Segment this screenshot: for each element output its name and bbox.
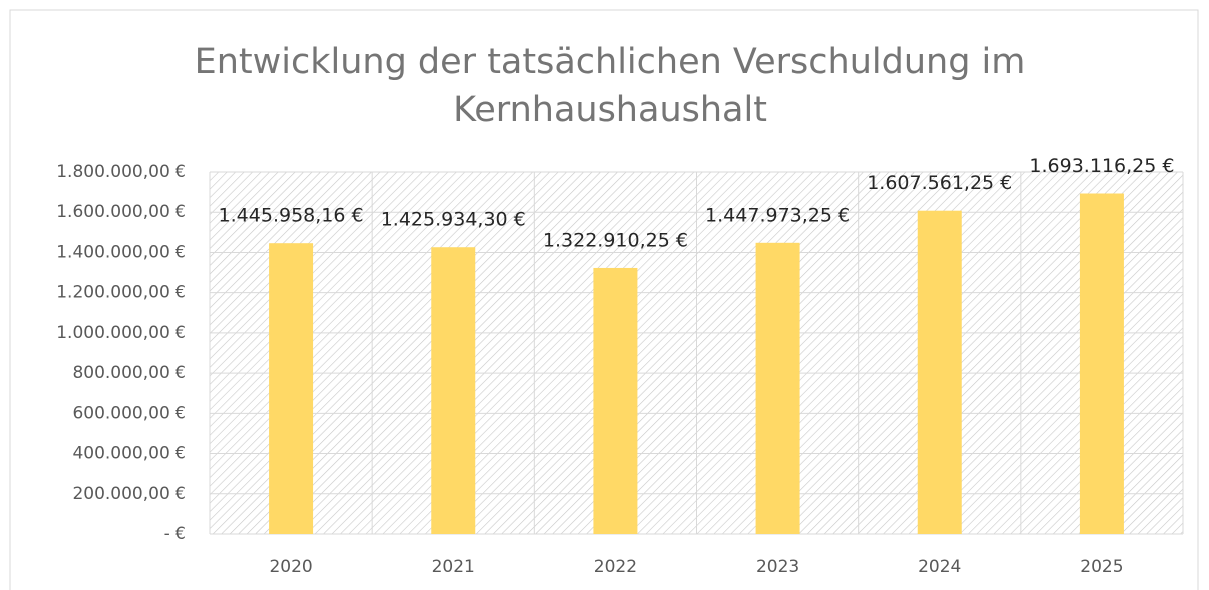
y-tick-label: 200.000,00 € [72,484,186,504]
data-label: 1.607.561,25 € [867,172,1012,194]
bar [755,242,800,534]
y-tick-label: 800.000,00 € [72,363,186,383]
bar [593,267,638,534]
data-label: 1.693.116,25 € [1029,155,1174,177]
chart-title: Entwicklung der tatsächlichen Verschuldu… [194,42,1026,130]
bar [917,210,962,534]
chart-border [9,9,1199,590]
data-label: 1.425.934,30 € [381,209,526,231]
y-tick-label: 600.000,00 € [72,403,186,423]
y-tick-label: 1.200.000,00 € [56,283,186,303]
x-tick-label: 2022 [594,557,637,577]
x-tick-label: 2025 [1080,557,1123,577]
data-label: 1.322.910,25 € [543,229,688,251]
y-tick-label: 1.800.000,00 € [56,162,186,182]
y-tick-label: 1.600.000,00 € [56,202,186,222]
y-tick-label: 1.000.000,00 € [56,323,186,343]
x-tick-label: 2023 [756,557,799,577]
x-tick-label: 2021 [432,557,475,577]
x-tick-label: 2024 [918,557,961,577]
y-tick-label: 400.000,00 € [72,444,186,464]
data-label: 1.447.973,25 € [705,204,850,226]
bar [431,247,476,535]
data-label: 1.445.958,16 € [219,205,364,227]
y-tick-label: 1.400.000,00 € [56,242,186,262]
bar [1079,193,1124,534]
y-tick-label: - € [164,524,186,544]
bar [269,243,314,534]
x-tick-label: 2020 [269,557,312,577]
